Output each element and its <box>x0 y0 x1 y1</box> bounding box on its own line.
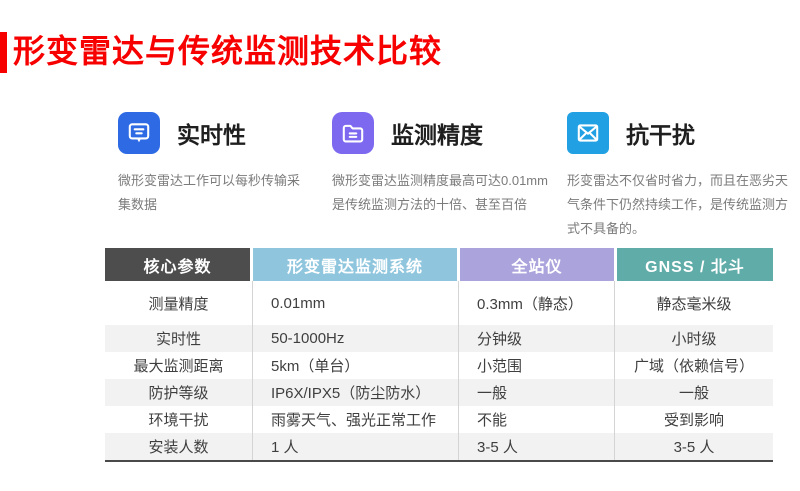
row-gnss-value: 广域（依赖信号） <box>614 352 773 379</box>
table-row: 实时性 50-1000Hz 分钟级 小时级 <box>105 325 773 352</box>
header-gnss-beidou: GNSS / 北斗 <box>617 248 773 281</box>
table-row: 防护等级 IP6X/IPX5（防尘防水） 一般 一般 <box>105 379 773 406</box>
row-param-label: 测量精度 <box>148 295 209 313</box>
row-total-station-value: 0.3mm（静态） <box>458 281 614 325</box>
feature-precision-title: 监测精度 <box>391 122 483 148</box>
feature-precision: 监测精度 微形变雷达监测精度最高可达0.01mm是传统监测方法的十倍、甚至百倍 <box>332 112 567 241</box>
comparison-table: 核心参数 形变雷达监测系统 全站仪 GNSS / 北斗 测量精度 0.01mm … <box>105 248 773 462</box>
folder-icon <box>332 112 374 154</box>
row-total-station-value: 小范围 <box>458 352 614 379</box>
table-row: 最大监测距离 5km（单台） 小范围 广域（依赖信号） <box>105 352 773 379</box>
page-title: 形变雷达与传统监测技术比较 <box>13 33 443 69</box>
feature-antijam: 抗干扰 形变雷达不仅省时省力，而且在恶劣天气条件下仍然持续工作，是传统监测方式不… <box>567 112 797 241</box>
row-radar-value: 5km（单台） <box>252 352 458 379</box>
row-param-label: 最大监测距离 <box>133 358 224 375</box>
feature-realtime: 实时性 微形变雷达工作可以每秒传输采集数据 <box>118 112 332 241</box>
row-gnss-value: 3-5 人 <box>614 433 773 460</box>
feature-realtime-title: 实时性 <box>177 122 246 148</box>
comparison-table-header: 核心参数 形变雷达监测系统 全站仪 GNSS / 北斗 <box>105 248 773 281</box>
feature-precision-desc: 微形变雷达监测精度最高可达0.01mm是传统监测方法的十倍、甚至百倍 <box>332 173 548 213</box>
feature-precision-header: 监测精度 <box>332 112 567 154</box>
row-total-station-value: 分钟级 <box>458 325 614 352</box>
row-gnss-value: 小时级 <box>614 325 773 352</box>
table-row: 安装人数 1 人 3-5 人 3-5 人 <box>105 433 773 460</box>
feature-antijam-header: 抗干扰 <box>567 112 797 154</box>
row-radar-value: 雨雾天气、强光正常工作 <box>252 406 458 433</box>
table-row: 环境干扰 雨雾天气、强光正常工作 不能 受到影响 <box>105 406 773 433</box>
header-core-params: 核心参数 <box>105 248 250 281</box>
row-radar-value: 1 人 <box>252 433 458 460</box>
comparison-table-body: 测量精度 0.01mm 0.3mm（静态） 静态毫米级 实时性 50-1000H… <box>105 281 773 462</box>
row-gnss-value: 受到影响 <box>614 406 773 433</box>
chat-bubble-icon <box>118 112 160 154</box>
row-param-label: 安装人数 <box>148 439 209 456</box>
row-param-label: 防护等级 <box>148 385 209 402</box>
row-total-station-value: 不能 <box>458 406 614 433</box>
header-total-station: 全站仪 <box>460 248 614 281</box>
title-accent-bar <box>0 32 7 73</box>
row-gnss-value: 一般 <box>614 379 773 406</box>
row-radar-value: 0.01mm <box>252 281 458 325</box>
feature-list: 实时性 微形变雷达工作可以每秒传输采集数据 监测精度 微形变雷达监测精度最高可达… <box>118 112 797 241</box>
feature-antijam-desc: 形变雷达不仅省时省力，而且在恶劣天气条件下仍然持续工作，是传统监测方式不具备的。 <box>567 173 789 237</box>
feature-antijam-title: 抗干扰 <box>626 122 695 148</box>
row-param-label: 环境干扰 <box>148 412 209 429</box>
row-radar-value: IP6X/IPX5（防尘防水） <box>252 379 458 406</box>
header-deformation-radar: 形变雷达监测系统 <box>253 248 457 281</box>
envelope-icon <box>567 112 609 154</box>
row-gnss-value: 静态毫米级 <box>614 281 773 325</box>
feature-realtime-desc: 微形变雷达工作可以每秒传输采集数据 <box>118 173 301 213</box>
row-total-station-value: 一般 <box>458 379 614 406</box>
feature-realtime-header: 实时性 <box>118 112 332 154</box>
table-row: 测量精度 0.01mm 0.3mm（静态） 静态毫米级 <box>105 281 773 325</box>
row-radar-value: 50-1000Hz <box>252 325 458 352</box>
row-param-label: 实时性 <box>155 331 201 348</box>
row-total-station-value: 3-5 人 <box>458 433 614 460</box>
